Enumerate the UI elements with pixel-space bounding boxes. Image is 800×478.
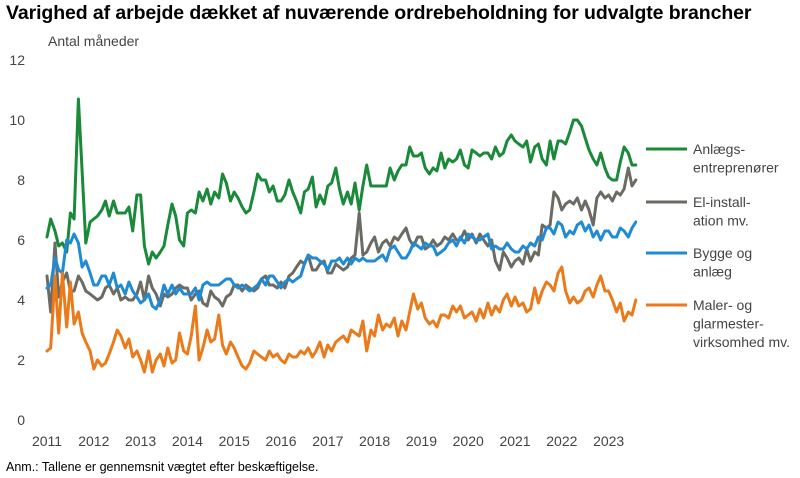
legend-label: virksomhed mv. bbox=[693, 334, 790, 350]
y-tick-label: 8 bbox=[17, 172, 25, 188]
legend-label: Maler- og bbox=[693, 297, 752, 313]
x-tick-label: 2021 bbox=[499, 433, 530, 449]
x-tick-label: 2019 bbox=[406, 433, 437, 449]
x-tick-label: 2018 bbox=[359, 433, 390, 449]
y-tick-label: 12 bbox=[9, 52, 25, 68]
x-axis: 2011 2012 2013 2014 2015 2016 2017 2018 2019 2020… bbox=[32, 433, 624, 449]
x-tick-label: 2011 bbox=[32, 433, 62, 449]
y-tick-label: 2 bbox=[17, 352, 25, 368]
legend-label: Bygge og bbox=[693, 245, 752, 261]
x-tick-label: 2016 bbox=[265, 433, 296, 449]
series-lines bbox=[45, 97, 638, 374]
legend: Anlægs-entreprenører El-install-ation mv.… bbox=[646, 141, 790, 350]
series-line-4 bbox=[45, 265, 638, 374]
x-tick-label: 2012 bbox=[78, 433, 109, 449]
legend-label: El-install- bbox=[693, 194, 751, 210]
y-tick-label: 6 bbox=[17, 232, 25, 248]
x-tick-label: 2020 bbox=[453, 433, 484, 449]
series-line-2 bbox=[45, 166, 638, 314]
chart-title: Varighed af arbejde dækket af nuværende … bbox=[6, 2, 752, 24]
y-axis: 0 2 4 6 8 10 12 bbox=[9, 52, 25, 428]
x-tick-label: 2022 bbox=[546, 433, 577, 449]
x-tick-label: 2023 bbox=[593, 433, 624, 449]
footnote: Anm.: Tallene er gennemsnit vægtet efter… bbox=[6, 460, 319, 474]
legend-label: Anlægs- bbox=[693, 141, 745, 157]
series-line-3 bbox=[45, 220, 638, 311]
legend-label: ation mv. bbox=[693, 213, 749, 229]
legend-label: glarmester- bbox=[693, 316, 764, 332]
x-tick-label: 2015 bbox=[219, 433, 250, 449]
y-tick-label: 0 bbox=[17, 412, 25, 428]
legend-label: anlæg bbox=[693, 264, 732, 280]
y-axis-unit-label: Antal måneder bbox=[48, 33, 139, 49]
legend-label: entreprenører bbox=[693, 160, 779, 176]
x-tick-label: 2017 bbox=[312, 433, 343, 449]
y-tick-label: 10 bbox=[9, 112, 25, 128]
x-tick-label: 2014 bbox=[172, 433, 203, 449]
y-tick-label: 4 bbox=[17, 292, 25, 308]
x-tick-label: 2013 bbox=[125, 433, 156, 449]
series-line-1 bbox=[45, 97, 638, 266]
